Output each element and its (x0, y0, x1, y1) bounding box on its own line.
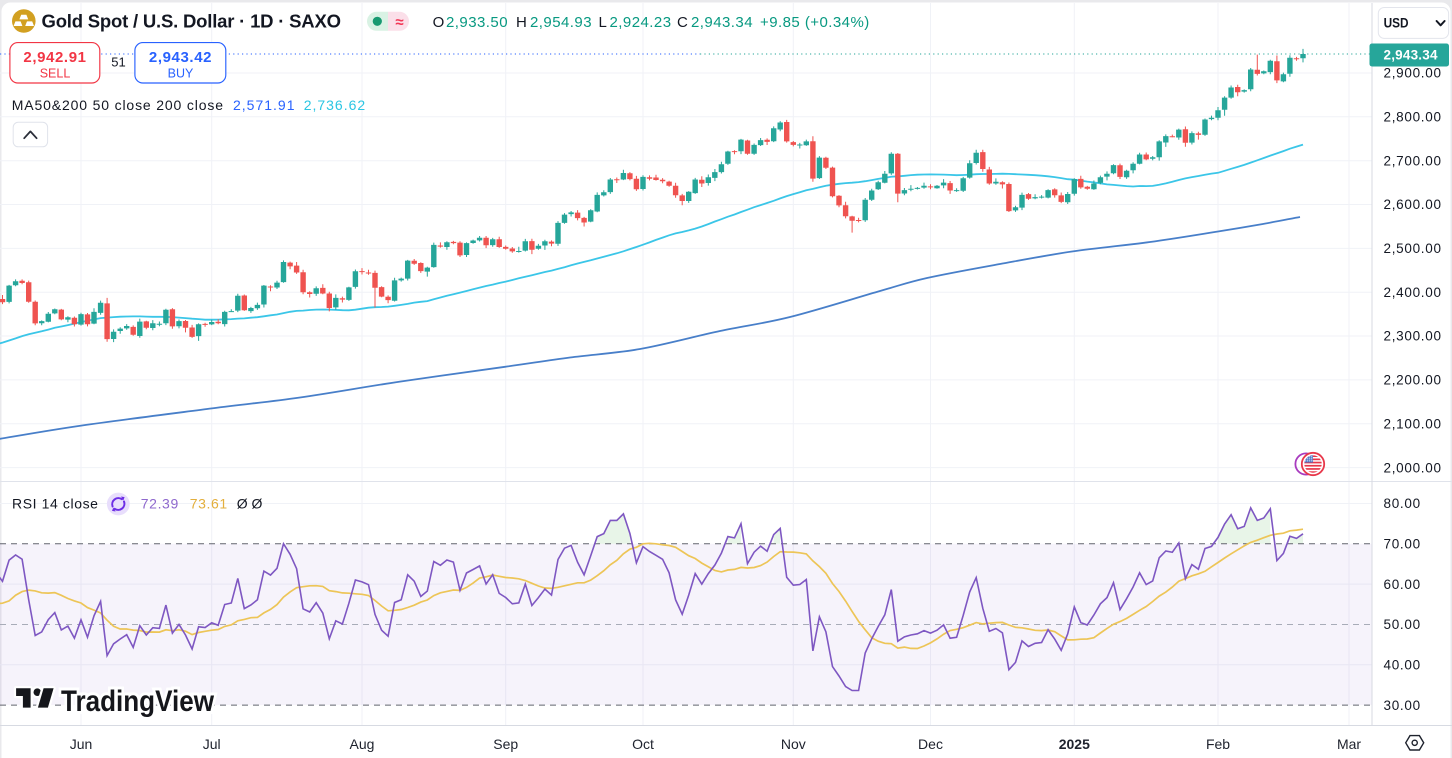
svg-text:Sep: Sep (493, 736, 518, 752)
svg-text:C: C (677, 14, 688, 31)
svg-text:2,942.91: 2,942.91 (23, 49, 86, 66)
svg-text:50.00: 50.00 (1384, 617, 1421, 632)
svg-text:Feb: Feb (1206, 736, 1230, 752)
svg-text:Oct: Oct (632, 736, 654, 752)
svg-text:73.61: 73.61 (190, 496, 228, 512)
svg-text:Jul: Jul (203, 736, 221, 752)
svg-text:2,700.00: 2,700.00 (1384, 153, 1442, 168)
svg-text:2,933.50: 2,933.50 (446, 14, 508, 31)
svg-text:2,736.62: 2,736.62 (304, 97, 367, 113)
svg-text:70.00: 70.00 (1384, 537, 1421, 552)
svg-text:80.00: 80.00 (1384, 496, 1421, 511)
svg-text:2,943.42: 2,943.42 (149, 49, 212, 66)
svg-text:H: H (516, 14, 527, 31)
svg-text:2,600.00: 2,600.00 (1384, 197, 1442, 212)
svg-text:Jun: Jun (70, 736, 93, 752)
svg-text:51: 51 (111, 55, 125, 70)
svg-text:60.00: 60.00 (1384, 577, 1421, 592)
svg-text:2,900.00: 2,900.00 (1384, 66, 1442, 81)
svg-text:2,200.00: 2,200.00 (1384, 373, 1442, 388)
svg-text:Ø Ø: Ø Ø (237, 496, 263, 512)
svg-text:MA50&200 50 close 200 close: MA50&200 50 close 200 close (12, 97, 224, 113)
svg-text:≈: ≈ (395, 14, 403, 31)
svg-text:Aug: Aug (350, 736, 375, 752)
svg-text:2,000.00: 2,000.00 (1384, 460, 1442, 475)
svg-text:2,943.34: 2,943.34 (691, 14, 753, 31)
svg-text:TradingView: TradingView (61, 685, 215, 718)
svg-text:Nov: Nov (781, 736, 806, 752)
svg-text:+9.85 (+0.34%): +9.85 (+0.34%) (760, 14, 870, 31)
svg-text:USD: USD (1384, 16, 1409, 31)
svg-text:Mar: Mar (1337, 736, 1361, 752)
svg-text:2,954.93: 2,954.93 (530, 14, 592, 31)
svg-text:Dec: Dec (918, 736, 943, 752)
svg-text:RSI 14 close: RSI 14 close (12, 496, 99, 512)
svg-text:Gold Spot / U.S. Dollar · 1D ·: Gold Spot / U.S. Dollar · 1D · SAXO (42, 11, 341, 32)
svg-text:2,400.00: 2,400.00 (1384, 285, 1442, 300)
svg-text:2,100.00: 2,100.00 (1384, 416, 1442, 431)
svg-text:SELL: SELL (40, 67, 71, 81)
svg-text:2025: 2025 (1059, 736, 1090, 752)
svg-text:2,300.00: 2,300.00 (1384, 329, 1442, 344)
svg-text:BUY: BUY (168, 67, 194, 81)
svg-text:30.00: 30.00 (1384, 698, 1421, 713)
svg-text:40.00: 40.00 (1384, 658, 1421, 673)
svg-text:72.39: 72.39 (141, 496, 179, 512)
svg-text:2,943.34: 2,943.34 (1384, 48, 1438, 63)
svg-text:2,800.00: 2,800.00 (1384, 110, 1442, 125)
svg-text:2,500.00: 2,500.00 (1384, 241, 1442, 256)
svg-text:O: O (433, 14, 445, 31)
svg-text:2,924.23: 2,924.23 (610, 14, 672, 31)
svg-text:L: L (599, 14, 608, 31)
svg-text:2,571.91: 2,571.91 (233, 97, 296, 113)
